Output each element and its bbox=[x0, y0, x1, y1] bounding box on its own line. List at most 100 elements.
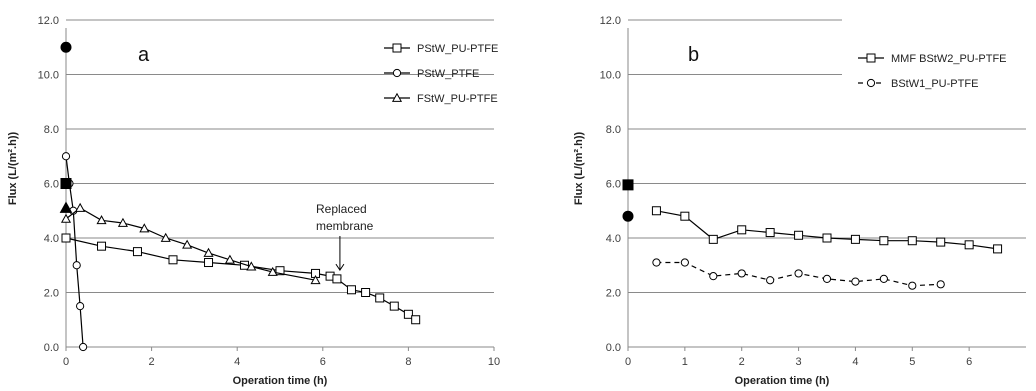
y-tick-label: 4.0 bbox=[44, 233, 59, 245]
panel-b-chart: 0.0 2.0 4.0 6.0 8.0 10.0 12.0 0 1 2 3 4 5 6 Operation … bbox=[573, 15, 1026, 387]
data-point-series-1 bbox=[97, 241, 107, 251]
initial-point-marker bbox=[622, 179, 634, 191]
data-point-series-2 bbox=[936, 280, 945, 289]
legend-label: PStW_PTFE bbox=[417, 68, 479, 80]
data-point-series-2 bbox=[908, 281, 917, 290]
x-tick-label: 1 bbox=[682, 356, 688, 368]
series-line-1 bbox=[656, 210, 998, 250]
data-point-series-1 bbox=[375, 293, 385, 303]
data-point-series-3 bbox=[75, 202, 86, 212]
data-point-series-3 bbox=[96, 215, 107, 225]
data-point-series-2 bbox=[851, 277, 860, 286]
initial-point-marker bbox=[60, 178, 72, 189]
series-line-1 bbox=[65, 237, 417, 321]
y-tick-label: 12.0 bbox=[38, 15, 59, 27]
data-point-series-3 bbox=[60, 213, 72, 223]
data-point-series-1 bbox=[132, 247, 142, 257]
data-point-series-3 bbox=[139, 223, 150, 233]
initial-point-marker bbox=[59, 201, 73, 213]
data-point-series-1 bbox=[936, 237, 946, 247]
data-point-series-3 bbox=[267, 266, 278, 276]
data-point-series-2 bbox=[709, 272, 718, 281]
data-point-series-1 bbox=[361, 288, 371, 297]
legend-marker bbox=[392, 43, 402, 53]
y-tick-label: 2.0 bbox=[606, 288, 621, 300]
data-point-series-2 bbox=[61, 152, 71, 161]
data-point-series-1 bbox=[879, 236, 889, 246]
x-tick-label: 10 bbox=[488, 356, 500, 368]
x-tick-label: 5 bbox=[909, 356, 915, 368]
legend-marker bbox=[392, 68, 402, 78]
y-tick-label: 0.0 bbox=[606, 342, 621, 354]
y-axis-title: Flux (L/(m².h)) bbox=[7, 132, 19, 206]
data-point-series-1 bbox=[708, 234, 718, 244]
x-tick-label: 2 bbox=[149, 356, 155, 368]
legend-marker bbox=[866, 78, 876, 88]
data-point-series-1 bbox=[332, 274, 342, 284]
y-tick-label: 10.0 bbox=[38, 70, 59, 82]
x-tick-label: 6 bbox=[320, 356, 326, 368]
data-point-series-1 bbox=[822, 233, 832, 243]
y-tick-label: 12.0 bbox=[600, 15, 621, 27]
data-point-series-1 bbox=[737, 225, 747, 235]
legend-marker bbox=[866, 53, 876, 63]
data-point-series-3 bbox=[117, 217, 128, 227]
data-point-series-2 bbox=[680, 258, 689, 267]
x-tick-label: 0 bbox=[625, 356, 631, 368]
data-point-series-2 bbox=[879, 274, 888, 283]
y-tick-label: 2.0 bbox=[44, 288, 59, 300]
y-tick-label: 8.0 bbox=[606, 124, 621, 136]
y-axis-title: Flux (L/(m².h)) bbox=[573, 132, 585, 206]
annotation-text: Replaced bbox=[316, 202, 367, 216]
data-point-series-1 bbox=[389, 301, 399, 311]
data-point-series-1 bbox=[403, 309, 413, 319]
annotation-text: membrane bbox=[316, 219, 374, 233]
annotation-arrow-head bbox=[335, 263, 345, 272]
x-tick-label: 4 bbox=[852, 356, 858, 368]
x-axis-title: Operation time (h) bbox=[735, 375, 830, 387]
y-tick-label: 4.0 bbox=[606, 233, 621, 245]
panel-a-chart: 0.0 2.0 4.0 6.0 8.0 10.0 12.0 0 2 4 6 8 10 Operation … bbox=[7, 15, 500, 387]
data-point-series-3 bbox=[246, 261, 257, 271]
data-point-series-2 bbox=[652, 258, 661, 267]
y-tick-label: 8.0 bbox=[44, 124, 59, 136]
data-point-series-1 bbox=[651, 206, 661, 216]
initial-point-marker bbox=[622, 210, 634, 222]
y-tick-label: 6.0 bbox=[44, 179, 59, 191]
data-point-series-1 bbox=[964, 240, 974, 250]
x-tick-label: 0 bbox=[63, 356, 69, 368]
y-tick-label: 6.0 bbox=[606, 179, 621, 191]
data-point-series-1 bbox=[765, 228, 775, 238]
x-axis-title: Operation time (h) bbox=[233, 375, 328, 387]
data-point-series-3 bbox=[160, 232, 171, 242]
data-point-series-2 bbox=[72, 261, 81, 270]
data-point-series-3 bbox=[310, 275, 321, 285]
legend-label: PStW_PU-PTFE bbox=[417, 43, 498, 55]
x-tick-label: 6 bbox=[966, 356, 972, 368]
data-point-series-1 bbox=[275, 266, 285, 276]
data-point-series-2 bbox=[737, 269, 746, 278]
data-point-series-1 bbox=[907, 236, 917, 246]
data-point-series-2 bbox=[822, 274, 832, 283]
legend-marker bbox=[391, 92, 403, 102]
data-point-series-1 bbox=[794, 230, 804, 240]
legend-label: MMF BStW2_PU-PTFE bbox=[891, 53, 1007, 65]
x-tick-label: 3 bbox=[796, 356, 802, 368]
data-point-series-1 bbox=[61, 233, 71, 243]
initial-point-marker bbox=[60, 41, 72, 53]
legend-label: FStW_PU-PTFE bbox=[417, 93, 498, 105]
data-point-series-1 bbox=[411, 315, 421, 325]
data-point-series-2 bbox=[79, 342, 88, 352]
data-point-series-1 bbox=[346, 285, 356, 295]
data-point-series-3 bbox=[224, 254, 235, 264]
series-line-3 bbox=[65, 207, 316, 281]
data-point-series-3 bbox=[203, 247, 214, 257]
data-point-series-1 bbox=[993, 244, 1003, 254]
y-tick-label: 10.0 bbox=[600, 70, 621, 82]
data-point-series-1 bbox=[204, 258, 214, 268]
data-point-series-1 bbox=[850, 234, 860, 244]
data-point-series-2 bbox=[794, 269, 803, 278]
data-point-series-1 bbox=[680, 211, 690, 221]
legend-label: BStW1_PU-PTFE bbox=[891, 78, 978, 90]
